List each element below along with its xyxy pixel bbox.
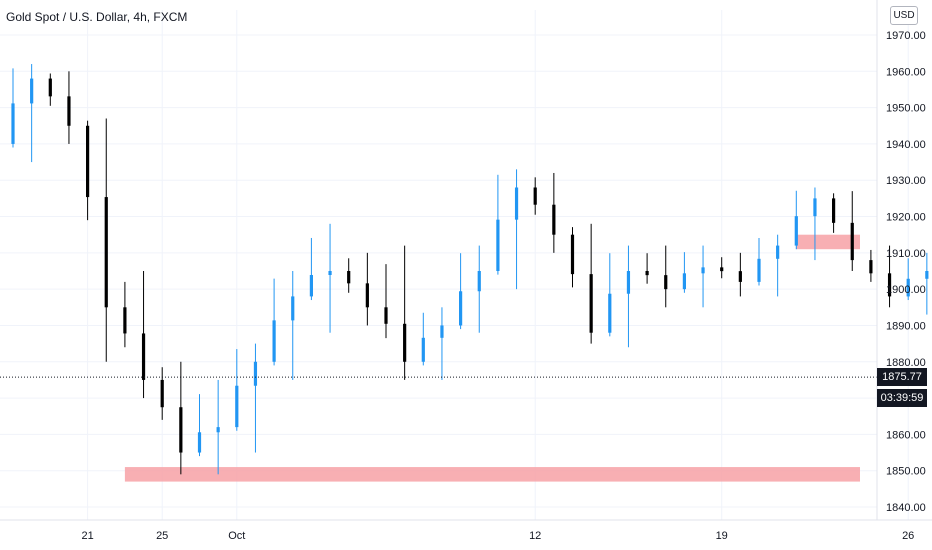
price-tick-label: 1840.00 [886,502,926,514]
candle-body [86,125,90,198]
price-tick-label: 1940.00 [886,139,926,151]
candle-body [626,271,631,294]
time-tick-label: Oct [228,530,245,542]
bar-countdown-label: 03:39:59 [877,389,927,408]
zone-rect [796,234,860,250]
candle-body [682,273,686,290]
candle-body [30,78,34,104]
candle-body [570,234,575,275]
candle-body [887,273,892,297]
price-tick-label: 1910.00 [886,248,926,260]
candle-body [608,293,612,333]
candle-body [813,198,817,217]
candle-body [48,78,52,97]
price-tick-label: 1960.00 [886,66,926,78]
candle-body [589,274,593,333]
candle-body [179,407,183,453]
time-tick-label: 12 [529,530,541,542]
candle-body [272,320,276,362]
candle-body [123,307,127,334]
candle-body [141,333,146,380]
price-axis[interactable]: 1970.00 1960.00 1950.00 1940.00 1930.00 1920.… [886,30,926,514]
candle-body [421,337,425,362]
time-tick-label: 19 [716,530,728,542]
candle-body [832,198,836,223]
candle-body [701,267,705,274]
candle-body [347,271,351,284]
candle-body [67,96,71,126]
chart-title: Gold Spot / U.S. Dollar, 4h, FXCM [6,10,187,24]
candle-body [440,325,444,338]
last-price-label: 1875.77 [877,368,927,387]
candle-body [384,307,388,324]
grid-lines [0,10,909,520]
candle-body [869,260,873,274]
time-tick-label: 25 [156,530,168,542]
candle-body [533,187,537,205]
candle-body [235,385,239,428]
candle-body [253,361,258,386]
price-tick-label: 1890.00 [886,320,926,332]
candlestick-series [11,64,929,475]
candle-body [197,432,202,453]
candle-body [160,379,164,408]
candle-body [291,296,295,321]
candle-body [738,271,742,282]
candle-body [514,187,519,220]
price-tick-label: 1930.00 [886,175,926,187]
currency-button[interactable]: USD [890,6,918,25]
candle-body [720,267,724,272]
candle-body [477,271,481,292]
price-tick-label: 1880.00 [886,357,926,369]
time-axis[interactable]: 2125Oct121926Nov91623 [81,530,932,542]
candle-body [403,323,407,362]
candle-body [794,216,798,246]
candle-body [906,278,910,297]
candle-body [365,283,369,308]
price-tick-label: 1850.00 [886,466,926,478]
candle-body [757,258,761,282]
price-tick-label: 1860.00 [886,429,926,441]
candle-body [664,275,668,290]
time-tick-label: 26 [902,530,914,542]
candle-body [328,271,332,275]
candle-body [776,245,780,259]
candle-body [11,103,15,144]
candle-body [850,222,854,261]
price-tick-label: 1920.00 [886,212,926,224]
candle-body [925,271,929,279]
candle-body [459,291,463,326]
support-resistance-zones [124,234,860,482]
price-tick-label: 1950.00 [886,103,926,115]
candle-body [496,219,500,271]
candle-body [104,197,108,308]
candle-body [552,204,556,235]
candle-body [309,274,313,297]
candle-body [645,271,649,276]
price-tick-label: 1900.00 [886,284,926,296]
price-tick-label: 1970.00 [886,30,926,42]
candle-body [216,427,220,433]
time-tick-label: 21 [81,530,93,542]
zone-rect [124,467,860,482]
